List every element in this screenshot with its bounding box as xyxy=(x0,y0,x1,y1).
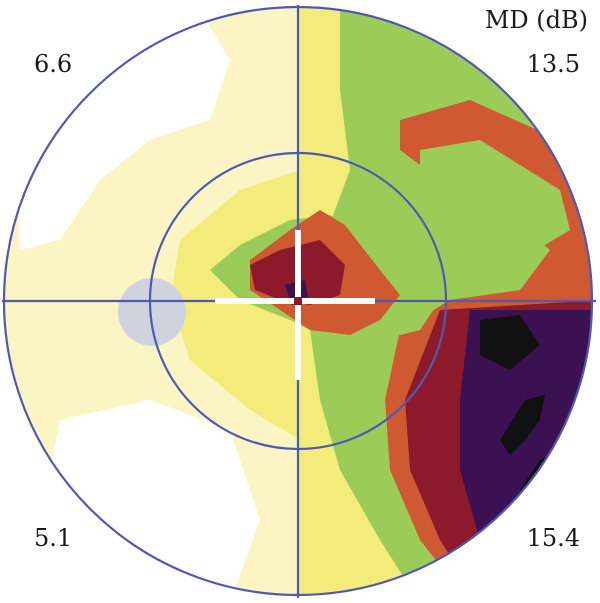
md-upper-left-value: 6.6 xyxy=(34,50,73,78)
blind-spot xyxy=(118,278,186,346)
md-upper-right-value: 13.5 xyxy=(526,50,580,78)
md-lower-left-value: 5.1 xyxy=(34,524,73,552)
black-cluster-1 xyxy=(480,315,540,370)
fixation-point xyxy=(294,297,302,305)
md-unit-label: MD (dB) xyxy=(484,6,588,34)
black-cluster-2 xyxy=(500,395,545,455)
green-stripe xyxy=(420,140,570,260)
md-lower-right-value: 15.4 xyxy=(526,524,580,552)
